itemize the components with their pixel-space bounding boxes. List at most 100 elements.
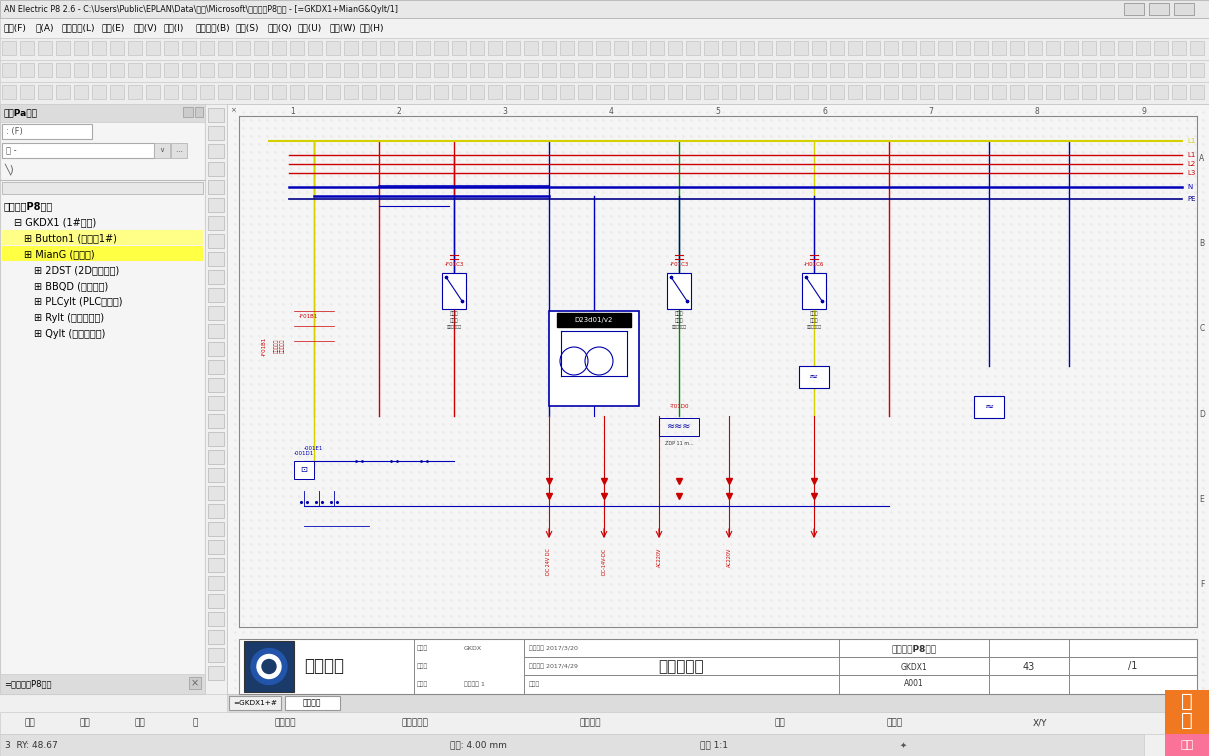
Bar (398, 85, 412, 99)
Bar (1155, 41, 1168, 55)
Bar (831, 41, 844, 55)
Text: 工控达学P8项目: 工控达学P8项目 (891, 645, 937, 653)
Bar (740, 63, 754, 77)
Bar (21, 41, 34, 55)
Bar (92, 41, 106, 55)
Bar (1082, 85, 1097, 99)
Bar (208, 144, 224, 158)
Bar (470, 41, 484, 55)
Bar (488, 63, 502, 77)
Bar (1149, 3, 1169, 15)
Text: 布局空间: 布局空间 (274, 718, 296, 727)
Bar (218, 63, 232, 77)
Text: 1: 1 (290, 107, 295, 116)
Text: AC220V: AC220V (656, 548, 661, 567)
Bar (902, 41, 916, 55)
Text: 创建日期 2017/3/20: 创建日期 2017/3/20 (530, 645, 578, 651)
Bar (1190, 85, 1204, 99)
Text: ×: × (191, 678, 199, 688)
Bar (1124, 3, 1144, 15)
Bar (758, 85, 773, 99)
Bar (1118, 85, 1132, 99)
Bar (380, 41, 394, 55)
Text: C: C (1199, 324, 1204, 333)
Bar (1082, 41, 1097, 55)
Bar (831, 85, 844, 99)
Bar (208, 306, 224, 320)
Text: L3: L3 (1187, 170, 1196, 176)
Bar (74, 63, 88, 77)
Bar (308, 41, 322, 55)
Bar (507, 85, 520, 99)
Text: D: D (1199, 410, 1205, 419)
Bar (208, 270, 224, 284)
Bar (632, 85, 646, 99)
Bar (1100, 63, 1113, 77)
Bar (272, 63, 287, 77)
Bar (1118, 63, 1132, 77)
Text: 外部页: 外部页 (530, 681, 540, 686)
Bar (208, 630, 224, 644)
Bar (704, 85, 718, 99)
Bar (740, 85, 754, 99)
Bar (442, 273, 465, 309)
Bar (164, 41, 178, 55)
Bar (74, 85, 88, 99)
Bar (1172, 41, 1186, 55)
Bar (1010, 85, 1024, 99)
Bar (686, 85, 700, 99)
Bar (1136, 63, 1150, 77)
Bar (294, 461, 314, 479)
Text: L1: L1 (1187, 138, 1196, 144)
Bar (1010, 63, 1024, 77)
Bar (669, 63, 682, 77)
Text: 电源主回路
主电器保护: 电源主回路 主电器保护 (273, 339, 284, 353)
Text: 4: 4 (609, 107, 614, 116)
Text: 哔哩: 哔哩 (1180, 740, 1193, 750)
Bar (993, 41, 1006, 55)
Text: F: F (1199, 580, 1204, 589)
Text: ≈: ≈ (809, 372, 818, 382)
Bar (884, 41, 898, 55)
Bar (956, 41, 970, 55)
Bar (361, 63, 376, 77)
Bar (866, 63, 880, 77)
Bar (56, 41, 70, 55)
Bar (452, 85, 465, 99)
Bar (208, 576, 224, 590)
Text: L2: L2 (1187, 161, 1196, 167)
Bar (1046, 63, 1060, 77)
Bar (199, 63, 214, 77)
Text: 断路器: 断路器 (810, 311, 818, 316)
Text: ⊞ PLCylt (PLC原理图): ⊞ PLCylt (PLC原理图) (34, 297, 122, 307)
Text: -T01D0: -T01D0 (670, 404, 689, 408)
Text: 审核人: 审核人 (417, 681, 428, 686)
Text: 设计人: 设计人 (417, 645, 428, 651)
Bar (208, 288, 224, 302)
Text: GKDX1: GKDX1 (901, 662, 927, 671)
Text: -001D1: -001D1 (294, 451, 314, 456)
Bar (799, 366, 829, 388)
Bar (884, 63, 898, 77)
Bar (361, 85, 376, 99)
Bar (208, 648, 224, 662)
Text: 3: 3 (503, 107, 508, 116)
Bar (208, 162, 224, 176)
Bar (632, 63, 646, 77)
Text: 完成: 完成 (775, 718, 786, 727)
Bar (183, 41, 196, 55)
Text: : (F): : (F) (6, 127, 23, 136)
Text: 9: 9 (1141, 107, 1146, 116)
Text: ×: × (230, 107, 236, 113)
Bar (110, 41, 125, 55)
Bar (722, 41, 736, 55)
Bar (183, 85, 196, 99)
Text: 窗口(W): 窗口(W) (329, 23, 355, 33)
Bar (507, 63, 520, 77)
Text: 主开关: 主开关 (450, 318, 458, 323)
Bar (920, 85, 935, 99)
Text: -F01C3: -F01C3 (670, 262, 689, 267)
Text: ≈≈≈: ≈≈≈ (667, 421, 692, 431)
Text: X/Y: X/Y (1032, 718, 1047, 727)
Text: 话 -: 话 - (6, 146, 17, 155)
